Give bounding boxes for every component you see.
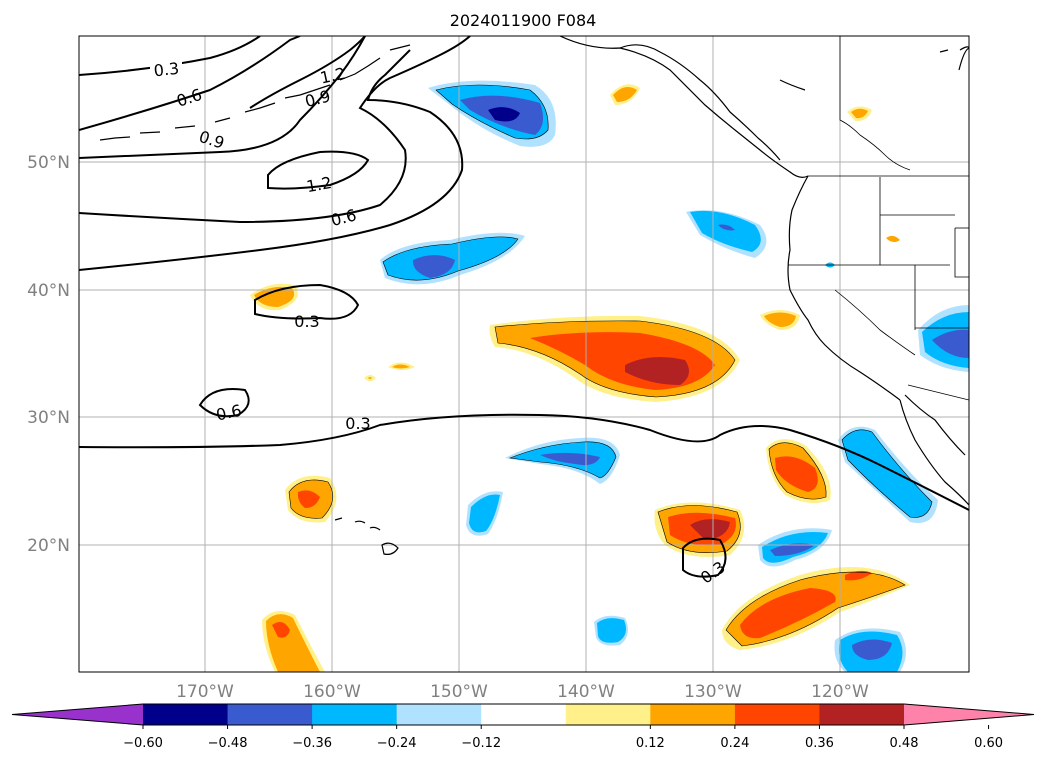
latitude-labels: 50°N 40°N 30°N 20°N [27, 153, 70, 556]
colorbar-tick-label: 0.36 [805, 736, 834, 751]
negative-anomalies [380, 80, 969, 672]
colorbar-tick-label: 0.48 [890, 736, 919, 751]
lat-label: 20°N [27, 536, 70, 556]
gridlines [79, 36, 969, 672]
pos-blob-sw-corner [262, 611, 325, 672]
neg-blob-subtropic [505, 437, 620, 484]
colorbar-extend-high [904, 704, 1034, 725]
lon-label: 160°W [303, 682, 361, 702]
contour-label: 0.3 [294, 312, 319, 331]
map-frame [78, 35, 970, 673]
colorbar-segment [481, 704, 567, 725]
colorbar-segment [227, 704, 313, 725]
pos-blob-mexico [766, 439, 831, 504]
neg-blob-small-3 [594, 615, 629, 646]
contour-label: 1.2 [318, 64, 347, 88]
shade-outlines [288, 84, 933, 647]
neg-blob-gulf-alaska [428, 80, 556, 147]
colorbar: −0.60 −0.48 −0.36 −0.24 −0.12 0.12 0.24 0.36 0.4… [11, 703, 1035, 751]
lon-label: 150°W [430, 682, 488, 702]
neg-blob-small-4 [834, 628, 906, 672]
lon-label: 120°W [811, 682, 869, 702]
longitude-labels: 170°W 160°W 150°W 140°W 130°W 120°W [176, 682, 869, 702]
colorbar-segment [650, 704, 736, 725]
colorbar-tick-label: −0.60 [123, 736, 163, 751]
colorbar-tick-label: −0.48 [208, 736, 248, 751]
pos-blob-hawaii-south [285, 475, 337, 523]
contour-label: 0.3 [345, 414, 370, 433]
lon-label: 130°W [684, 682, 742, 702]
neg-blob-small-1 [466, 491, 503, 536]
colorbar-segment [819, 704, 905, 725]
colorbar-segment [396, 704, 482, 725]
pos-blob-main [489, 315, 740, 402]
colorbar-tick-label: −0.12 [461, 736, 501, 751]
neg-blob-oregon [686, 210, 767, 258]
coastlines [99, 36, 969, 555]
colorbar-tick-label: 0.12 [636, 736, 665, 751]
contour-label: 0.3 [153, 59, 180, 81]
lon-label: 140°W [557, 682, 615, 702]
colorbar-segment [143, 704, 229, 725]
colorbar-extend-low [12, 704, 143, 725]
neg-blob-central-pacific [380, 232, 525, 285]
colorbar-tick-label: −0.24 [377, 736, 417, 751]
colorbar-tick-label: 0.60 [974, 736, 1003, 751]
contour-label: 0.6 [214, 401, 243, 425]
lat-label: 50°N [27, 153, 70, 173]
lat-label: 30°N [27, 408, 70, 428]
borders [788, 36, 969, 401]
colorbar-segment [734, 704, 820, 725]
pos-blob-sub-2 [722, 567, 910, 650]
colorbar-tick-label: −0.36 [292, 736, 332, 751]
lon-label: 170°W [176, 682, 234, 702]
neg-blob-small-2 [758, 528, 832, 567]
colorbar-segment [565, 704, 651, 725]
contour-label: 1.2 [305, 173, 333, 196]
map-title: 2024011900 F084 [450, 11, 597, 30]
black-contours [79, 36, 969, 578]
lat-label: 40°N [27, 281, 70, 301]
positive-anomalies [250, 84, 910, 672]
colorbar-tick-label: 0.24 [720, 736, 749, 751]
neg-blob-baja [838, 426, 938, 524]
colorbar-segment [312, 704, 398, 725]
neg-blob-southwest-us [918, 305, 969, 372]
